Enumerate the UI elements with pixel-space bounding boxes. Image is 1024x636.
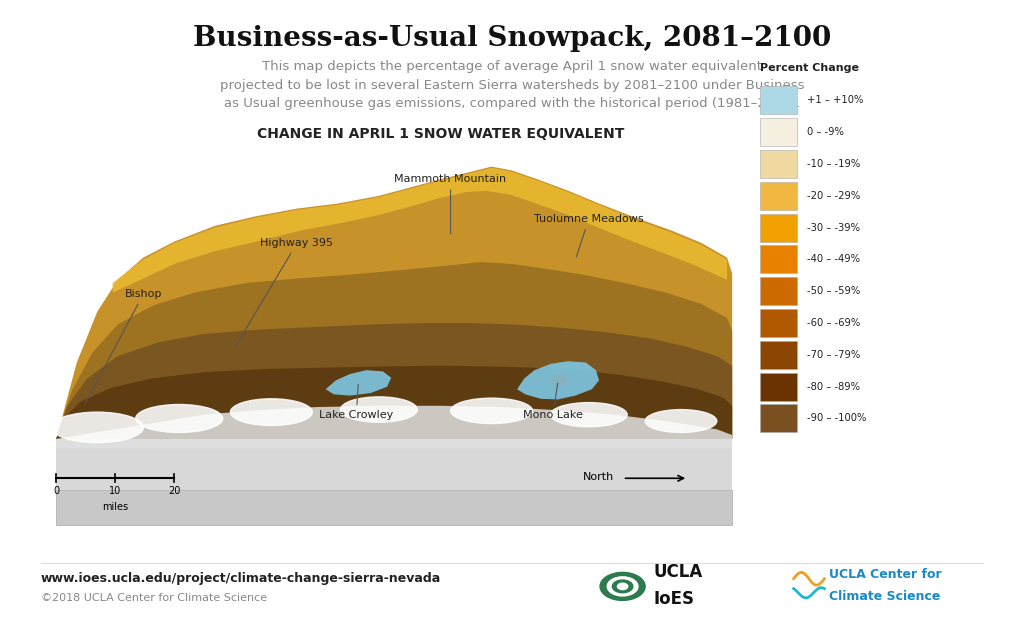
- Text: -70 – -79%: -70 – -79%: [807, 350, 860, 360]
- Text: Mono Lake: Mono Lake: [523, 383, 583, 420]
- Text: ©2018 UCLA Center for Climate Science: ©2018 UCLA Center for Climate Science: [41, 593, 267, 603]
- Text: -60 – -69%: -60 – -69%: [807, 318, 860, 328]
- Bar: [760, 182, 797, 210]
- Text: Tuolumne Meadows: Tuolumne Meadows: [534, 214, 644, 257]
- Bar: [760, 214, 797, 242]
- Bar: [760, 86, 797, 114]
- Polygon shape: [56, 366, 732, 439]
- Polygon shape: [517, 361, 599, 399]
- Text: 20: 20: [168, 486, 180, 496]
- Text: 0: 0: [53, 486, 59, 496]
- Text: CHANGE IN APRIL 1 SNOW WATER EQUIVALENT: CHANGE IN APRIL 1 SNOW WATER EQUIVALENT: [257, 127, 624, 141]
- Text: UCLA: UCLA: [653, 563, 702, 581]
- Polygon shape: [56, 439, 732, 490]
- Text: Mammoth Mountain: Mammoth Mountain: [394, 174, 507, 234]
- Polygon shape: [551, 375, 569, 386]
- Polygon shape: [56, 490, 732, 525]
- Text: Climate Science: Climate Science: [829, 590, 941, 603]
- Polygon shape: [56, 406, 732, 448]
- Text: UCLA Center for: UCLA Center for: [829, 569, 942, 581]
- Text: Bishop: Bishop: [85, 289, 162, 403]
- Text: Percent Change: Percent Change: [760, 63, 859, 73]
- Text: -30 – -39%: -30 – -39%: [807, 223, 860, 233]
- Ellipse shape: [551, 403, 627, 427]
- Text: -40 – -49%: -40 – -49%: [807, 254, 860, 265]
- Circle shape: [600, 572, 645, 600]
- Circle shape: [607, 577, 638, 596]
- Bar: [760, 404, 797, 432]
- Bar: [760, 150, 797, 178]
- Polygon shape: [56, 262, 732, 439]
- Text: +1 – +10%: +1 – +10%: [807, 95, 863, 106]
- Bar: [760, 309, 797, 337]
- Text: -90 – -100%: -90 – -100%: [807, 413, 866, 424]
- Polygon shape: [56, 167, 732, 439]
- Text: -20 – -29%: -20 – -29%: [807, 191, 860, 201]
- Polygon shape: [326, 370, 391, 396]
- Bar: [760, 341, 797, 369]
- Bar: [760, 245, 797, 273]
- Text: North: North: [583, 472, 614, 482]
- Circle shape: [612, 580, 633, 593]
- Text: -10 – -19%: -10 – -19%: [807, 159, 860, 169]
- Circle shape: [617, 583, 628, 590]
- Text: Lake Crowley: Lake Crowley: [319, 384, 393, 420]
- Ellipse shape: [135, 404, 223, 432]
- Ellipse shape: [340, 397, 418, 422]
- Text: This map depicts the percentage of average April 1 snow water equivalent
project: This map depicts the percentage of avera…: [220, 60, 804, 111]
- Ellipse shape: [51, 412, 143, 443]
- Text: miles: miles: [102, 502, 128, 513]
- Text: 0 – -9%: 0 – -9%: [807, 127, 844, 137]
- Text: -50 – -59%: -50 – -59%: [807, 286, 860, 296]
- Bar: [760, 118, 797, 146]
- Bar: [760, 373, 797, 401]
- Polygon shape: [56, 323, 732, 439]
- Text: Business-as-Usual Snowpack, 2081–2100: Business-as-Usual Snowpack, 2081–2100: [193, 25, 831, 52]
- Text: -80 – -89%: -80 – -89%: [807, 382, 860, 392]
- Text: 10: 10: [110, 486, 121, 496]
- Text: IoES: IoES: [653, 590, 694, 608]
- Text: www.ioes.ucla.edu/project/climate-change-sierra-nevada: www.ioes.ucla.edu/project/climate-change…: [41, 572, 441, 585]
- Ellipse shape: [230, 399, 312, 425]
- Ellipse shape: [645, 410, 717, 432]
- Polygon shape: [113, 168, 727, 293]
- Text: Highway 395: Highway 395: [234, 238, 334, 347]
- Bar: [760, 277, 797, 305]
- Ellipse shape: [451, 398, 532, 424]
